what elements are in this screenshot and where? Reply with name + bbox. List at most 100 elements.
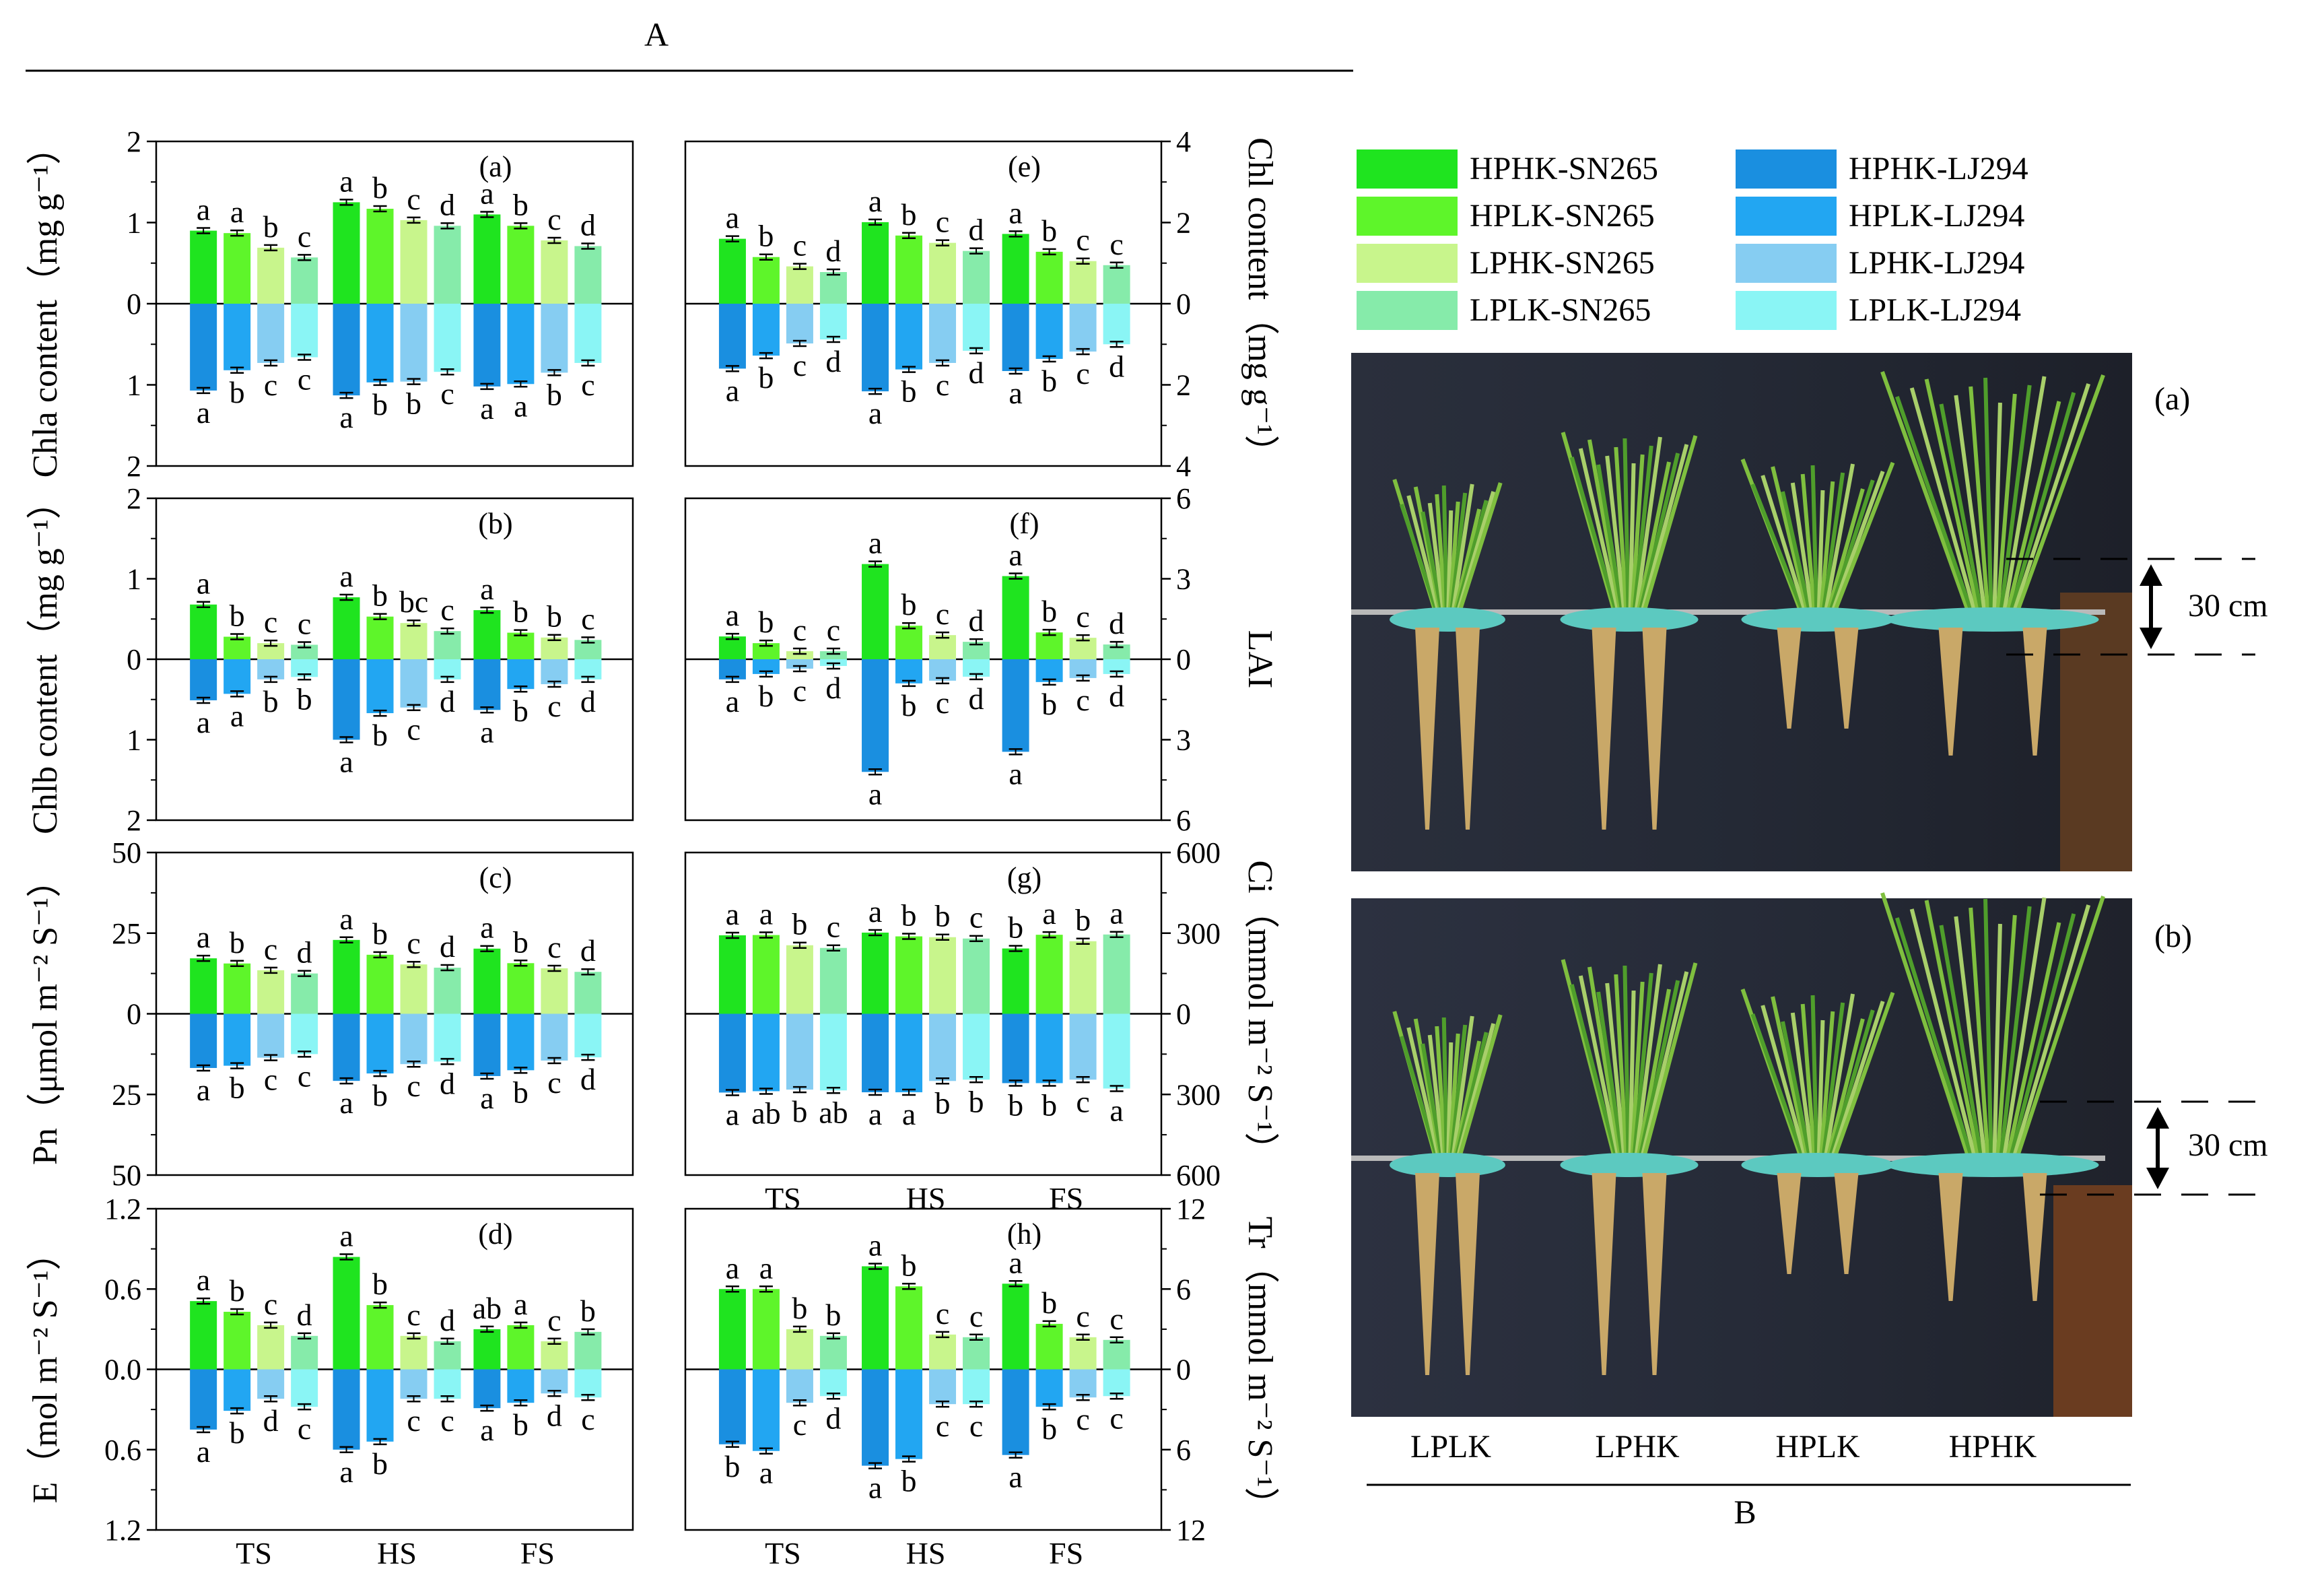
sig-letter-bottom: a	[197, 395, 210, 430]
sig-letter-top: c	[793, 228, 807, 263]
root-mass	[1642, 1173, 1667, 1375]
leaf-blade	[1596, 991, 1625, 1160]
sig-letter-bottom: b	[372, 1078, 388, 1112]
sig-letter-bottom: b	[372, 718, 388, 752]
sig-letter-top: b	[758, 219, 774, 253]
bar-bottom	[507, 1369, 535, 1403]
sig-letter-top: b	[901, 197, 917, 232]
sig-letter-top: d	[969, 603, 984, 638]
sig-letter-bottom: b	[901, 1464, 917, 1498]
legend-item: LPHK-SN265	[1357, 244, 1655, 283]
bar-bottom	[507, 304, 535, 385]
bar-top	[1069, 261, 1097, 304]
bar-top	[473, 214, 501, 304]
bar-top	[963, 938, 990, 1014]
panel-label: (b)	[478, 507, 512, 540]
sig-letter-bottom: d	[825, 671, 841, 705]
bar-bottom	[1103, 1369, 1130, 1397]
plant-pot-3	[1740, 458, 1895, 729]
sig-letter-bottom: a	[480, 714, 493, 749]
bar-top	[1035, 935, 1063, 1014]
y-tick-label: 25	[112, 1078, 141, 1111]
sig-letter-top: b	[792, 1291, 807, 1325]
sig-letter-bottom: b	[1041, 687, 1057, 721]
bar-top	[752, 935, 780, 1014]
leaf-blade	[1635, 461, 1672, 615]
bar-top	[1035, 251, 1063, 304]
bar-bottom	[1035, 659, 1063, 682]
bar-top	[224, 233, 251, 304]
y-axis-title: Tr（mmol m⁻² S⁻¹）	[1241, 1216, 1279, 1522]
bar-bottom	[541, 304, 568, 373]
sig-letter-top: d	[580, 933, 596, 968]
legend-label: HPHK-LJ294	[1849, 151, 2028, 187]
bar-top	[366, 1305, 394, 1370]
sig-letter-bottom: b	[792, 1094, 807, 1129]
sig-letter-bottom: a	[726, 684, 739, 719]
bar-top	[786, 1329, 813, 1370]
leaf-blade	[1983, 898, 1993, 1160]
tray	[1741, 1153, 1894, 1177]
y-tick-label: 6	[1176, 804, 1191, 837]
y-tick-label: 2	[127, 804, 141, 837]
sig-letter-bottom: a	[339, 1455, 353, 1489]
root-mass	[1777, 628, 1802, 729]
leaf-blade	[1632, 445, 1653, 615]
sig-letter-bottom: a	[230, 698, 244, 733]
sig-letter-top: c	[1109, 1302, 1123, 1336]
bar-top	[963, 251, 990, 304]
panel-label: (c)	[479, 861, 512, 894]
y-axis-title: LAI	[1241, 630, 1279, 689]
sig-letter-top: a	[726, 1250, 739, 1285]
leaf-blade	[1894, 917, 1975, 1160]
bar-bottom	[819, 1013, 847, 1091]
leaf-blade	[1450, 483, 1474, 615]
panel-label: (e)	[1008, 150, 1041, 183]
sig-letter-bottom: a	[868, 776, 882, 811]
sig-letter-top: c	[969, 1299, 983, 1333]
sig-letter-bottom: d	[1109, 679, 1124, 713]
chart-panel-d: 1.20.60.00.61.2(d)E（mol m⁻² S⁻¹） aabbcddc…	[26, 1193, 634, 1569]
leaf-blade	[1399, 1036, 1440, 1160]
leaf-blade	[1399, 504, 1440, 615]
tray	[1886, 607, 2099, 632]
bar-bottom	[224, 659, 251, 694]
leaf-blade	[1578, 448, 1621, 615]
bar-bottom	[473, 304, 501, 387]
leaf-blade	[1596, 464, 1625, 615]
bar-bottom	[752, 1369, 780, 1451]
bar-top	[257, 970, 285, 1014]
sig-letter-bottom: c	[440, 1403, 454, 1438]
bar-bottom	[257, 1013, 285, 1058]
leaf-blade	[1450, 1015, 1474, 1160]
sig-letter-bottom: a	[480, 1413, 493, 1447]
leaf-blade	[1969, 386, 1990, 615]
sig-letter-top: b	[513, 925, 528, 959]
leaf-blade	[1421, 511, 1445, 615]
y-tick-label: 3	[1176, 724, 1191, 757]
bar-top	[574, 246, 602, 304]
bar-top	[291, 1335, 318, 1370]
bar-bottom	[190, 1013, 217, 1068]
leaf-blade	[1829, 1001, 1885, 1160]
sig-letter-top: b	[230, 1273, 245, 1308]
bar-bottom	[333, 659, 360, 740]
leaf-blade	[1771, 466, 1810, 615]
bar-top	[190, 604, 217, 659]
sig-letter-bottom: c	[547, 689, 561, 723]
sig-letter-bottom: d	[580, 1062, 596, 1096]
bar-bottom	[895, 304, 923, 370]
bar-bottom	[434, 1369, 461, 1399]
leaf-blade	[1569, 984, 1619, 1160]
treatment-label-hplk: HPLK	[1775, 1429, 1860, 1465]
sig-letter-bottom: c	[936, 368, 949, 402]
bar-bottom	[366, 1369, 394, 1442]
sig-letter-bottom: b	[372, 387, 388, 422]
leaf-blade	[1827, 479, 1875, 615]
sig-letter-top: d	[969, 213, 984, 247]
bar-bottom	[333, 304, 360, 396]
bar-top	[434, 226, 461, 304]
sig-letter-bottom: b	[513, 694, 528, 728]
leaf-blade	[2014, 896, 2105, 1160]
